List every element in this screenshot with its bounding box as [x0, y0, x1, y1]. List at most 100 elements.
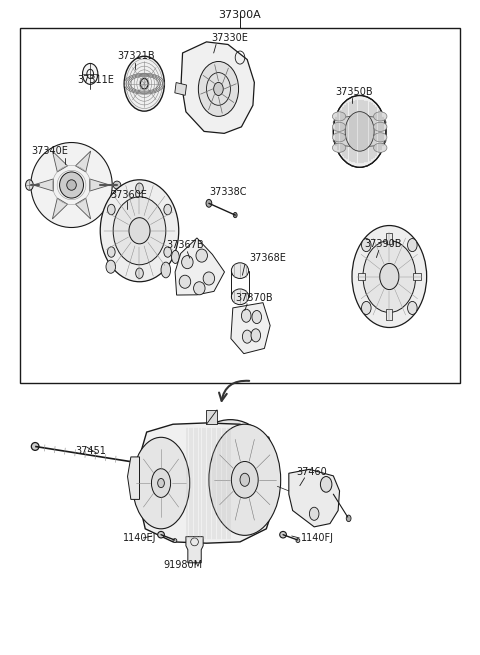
Ellipse shape — [171, 250, 179, 263]
Text: 37360E: 37360E — [110, 190, 147, 200]
Ellipse shape — [345, 111, 374, 151]
Ellipse shape — [251, 329, 261, 342]
Polygon shape — [139, 423, 277, 543]
Polygon shape — [231, 303, 270, 354]
Ellipse shape — [241, 309, 251, 322]
Ellipse shape — [164, 204, 171, 215]
Ellipse shape — [67, 179, 76, 190]
Ellipse shape — [206, 199, 212, 207]
Ellipse shape — [242, 330, 252, 343]
Text: 37321B: 37321B — [117, 52, 155, 62]
Ellipse shape — [231, 263, 249, 278]
Ellipse shape — [100, 179, 179, 282]
Polygon shape — [175, 238, 225, 295]
Bar — [386, 233, 392, 244]
Text: 37340E: 37340E — [32, 146, 69, 157]
FancyArrowPatch shape — [219, 381, 249, 401]
Ellipse shape — [113, 181, 121, 189]
Text: 37460: 37460 — [297, 466, 327, 477]
Ellipse shape — [233, 212, 237, 217]
Ellipse shape — [108, 247, 115, 257]
Ellipse shape — [152, 469, 170, 497]
Text: 37390B: 37390B — [364, 239, 402, 249]
Ellipse shape — [60, 172, 84, 198]
Bar — [413, 272, 421, 280]
Polygon shape — [33, 179, 53, 191]
Ellipse shape — [310, 507, 319, 520]
Ellipse shape — [361, 238, 371, 252]
Text: 37370B: 37370B — [235, 293, 273, 303]
Ellipse shape — [332, 133, 346, 142]
Ellipse shape — [141, 79, 148, 89]
Text: 1140EJ: 1140EJ — [123, 533, 156, 543]
Polygon shape — [181, 42, 254, 134]
Ellipse shape — [332, 122, 346, 132]
Polygon shape — [128, 457, 140, 499]
Polygon shape — [90, 179, 110, 191]
Ellipse shape — [164, 247, 171, 257]
Ellipse shape — [25, 179, 33, 190]
Polygon shape — [52, 198, 68, 219]
Ellipse shape — [173, 538, 177, 542]
Ellipse shape — [321, 477, 332, 492]
Ellipse shape — [252, 310, 262, 324]
Polygon shape — [186, 536, 203, 563]
Ellipse shape — [373, 122, 387, 132]
Ellipse shape — [332, 112, 346, 121]
Bar — [358, 272, 365, 280]
Ellipse shape — [346, 515, 351, 521]
Text: 37338C: 37338C — [209, 187, 246, 196]
Ellipse shape — [408, 301, 417, 314]
Ellipse shape — [157, 479, 164, 487]
Ellipse shape — [31, 143, 112, 227]
Ellipse shape — [240, 474, 250, 486]
Ellipse shape — [135, 426, 226, 540]
Text: 37350B: 37350B — [336, 86, 373, 97]
Ellipse shape — [31, 443, 39, 451]
Ellipse shape — [333, 96, 386, 168]
Ellipse shape — [198, 62, 239, 117]
Ellipse shape — [136, 268, 144, 278]
Ellipse shape — [363, 240, 416, 312]
Ellipse shape — [129, 217, 150, 244]
Ellipse shape — [380, 263, 399, 290]
Text: 37368E: 37368E — [250, 253, 287, 263]
Bar — [175, 83, 187, 96]
Ellipse shape — [124, 56, 164, 111]
Ellipse shape — [113, 196, 166, 265]
Polygon shape — [52, 151, 68, 172]
Text: 91980M: 91980M — [163, 559, 202, 570]
Ellipse shape — [196, 249, 207, 262]
Ellipse shape — [132, 438, 190, 529]
Text: 1140FJ: 1140FJ — [301, 533, 334, 543]
Text: 37451: 37451 — [75, 447, 106, 457]
Ellipse shape — [332, 143, 346, 153]
Text: 37367B: 37367B — [166, 240, 204, 250]
Ellipse shape — [182, 420, 278, 540]
Ellipse shape — [408, 238, 417, 252]
Ellipse shape — [157, 531, 164, 538]
Bar — [20, 28, 460, 383]
Bar — [386, 309, 392, 320]
Bar — [182, 426, 235, 540]
Ellipse shape — [280, 531, 287, 538]
Ellipse shape — [373, 143, 387, 153]
Ellipse shape — [361, 301, 371, 314]
Ellipse shape — [181, 255, 193, 269]
Ellipse shape — [179, 275, 191, 288]
Ellipse shape — [203, 272, 215, 285]
Text: 37300A: 37300A — [218, 10, 262, 20]
Ellipse shape — [296, 538, 300, 542]
Ellipse shape — [231, 462, 258, 498]
Ellipse shape — [136, 183, 144, 193]
Ellipse shape — [161, 262, 170, 278]
Polygon shape — [289, 470, 339, 527]
Ellipse shape — [373, 133, 387, 142]
Ellipse shape — [83, 64, 98, 84]
Ellipse shape — [209, 424, 281, 535]
Ellipse shape — [373, 112, 387, 121]
Ellipse shape — [108, 204, 115, 215]
Ellipse shape — [352, 225, 427, 328]
Ellipse shape — [214, 83, 223, 96]
Text: 37330E: 37330E — [211, 33, 248, 43]
